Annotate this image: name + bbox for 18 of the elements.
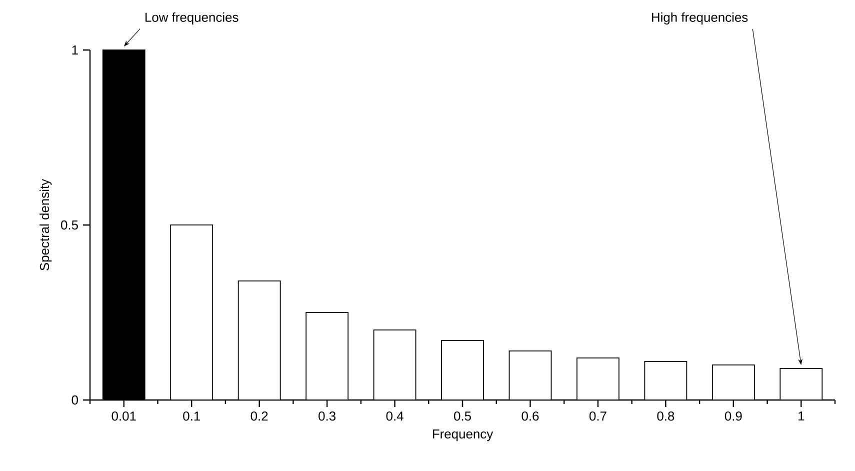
- x-tick-label: 0.5: [454, 412, 471, 421]
- x-tick-label: 0.01: [112, 412, 136, 421]
- y-tick-label: 0: [72, 395, 78, 405]
- y-tick-label: 0.5: [60, 220, 78, 230]
- annotation: High frequencies: [652, 12, 748, 24]
- x-tick-label: 0.9: [724, 412, 742, 421]
- x-tick-label: 0.8: [657, 412, 674, 421]
- x-tick-label: 0.1: [183, 412, 200, 421]
- y-axis-title: Spectral density: [40, 178, 52, 270]
- x-tick-label: 1: [798, 412, 804, 420]
- x-tick-label: 0.6: [522, 412, 539, 421]
- x-tick-label: 0.2: [250, 412, 268, 421]
- y-tick-label: 1: [72, 46, 78, 54]
- x-axis-title: Frequency: [432, 430, 494, 442]
- x-tick-label: 0.3: [318, 412, 336, 421]
- annotation: Low frequencies: [146, 12, 238, 24]
- x-tick-label: 0.4: [386, 412, 404, 421]
- x-tick-label: 0.7: [589, 412, 606, 421]
